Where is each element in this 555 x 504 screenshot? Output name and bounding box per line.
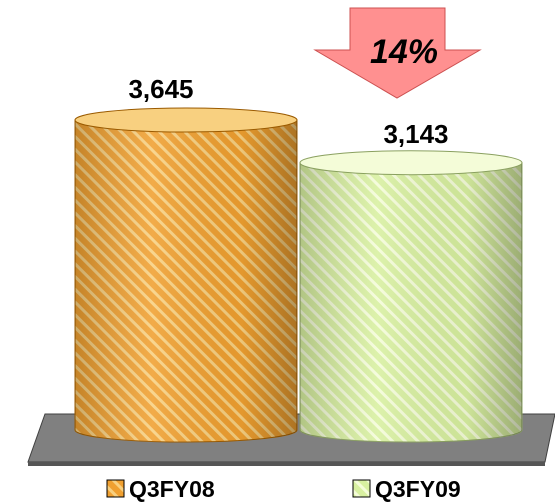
legend-swatch [352,479,371,498]
down-arrow-icon [313,7,482,99]
legend-label: Q3FY09 [375,476,461,502]
change-callout-label: 14% [370,33,438,71]
value-label: 3,143 [383,119,448,149]
bar-q3fy09 [299,150,523,443]
legend-swatch [106,479,125,498]
bar-top [299,150,523,176]
chart-floor-front [28,462,545,466]
legend-label: Q3FY08 [129,476,215,502]
change-callout: 14% [313,7,482,99]
bar-shading [75,120,297,442]
bar-top [74,107,298,133]
bar-q3fy08 [74,107,298,443]
value-label: 3,645 [128,74,193,104]
bar-shading [300,162,522,443]
legend: Q3FY08 Q3FY09 [106,476,461,502]
